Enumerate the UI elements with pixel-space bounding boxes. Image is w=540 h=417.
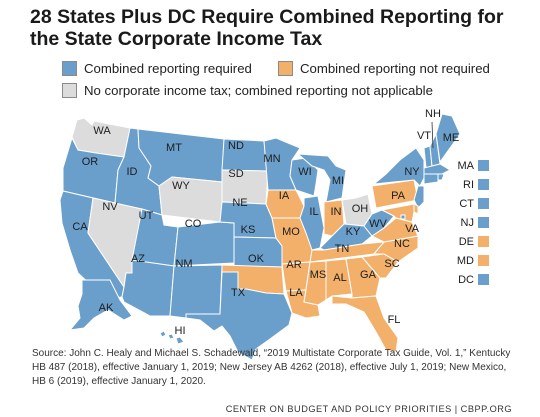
label-KS: KS xyxy=(241,224,256,236)
label-VA: VA xyxy=(405,223,420,235)
label-ME: ME xyxy=(443,132,460,144)
label-IN: IN xyxy=(331,206,342,218)
legend-label-no-tax: No corporate income tax; combined report… xyxy=(84,83,433,98)
state-NJ xyxy=(413,185,425,209)
label-DC: DC xyxy=(458,274,474,286)
label-NY: NY xyxy=(404,166,420,178)
label-NC: NC xyxy=(394,238,410,250)
label-ND: ND xyxy=(228,140,244,152)
label-OR: OR xyxy=(82,156,99,168)
legend-item-not-required: Combined reporting not required xyxy=(278,61,490,76)
nh-leader-line xyxy=(431,121,434,149)
label-MI: MI xyxy=(332,175,344,187)
state-MI xyxy=(296,153,347,203)
swatch-NJ xyxy=(478,217,489,228)
label-IL: IL xyxy=(309,206,318,218)
label-FL: FL xyxy=(388,314,401,326)
legend-item-required: Combined reporting required xyxy=(62,61,252,76)
label-MO: MO xyxy=(282,226,300,238)
label-HI: HI xyxy=(175,325,186,337)
state-shapes xyxy=(59,113,461,361)
state-MA xyxy=(423,163,452,175)
label-AK: AK xyxy=(99,302,114,314)
label-NV: NV xyxy=(102,201,118,213)
state-DE xyxy=(413,203,419,215)
label-SC: SC xyxy=(384,258,399,270)
state-TX xyxy=(185,271,293,361)
label-SD: SD xyxy=(228,168,243,180)
label-NJ: NJ xyxy=(461,217,474,229)
label-MD: MD xyxy=(457,255,474,267)
swatch-CT xyxy=(478,198,489,209)
label-KY: KY xyxy=(346,226,361,238)
footer-credit: CENTER ON BUDGET AND POLICY PRIORITIES |… xyxy=(0,404,540,414)
legend-label-required: Combined reporting required xyxy=(84,61,252,76)
label-LA: LA xyxy=(289,287,303,299)
label-CO: CO xyxy=(185,218,202,230)
label-MT: MT xyxy=(166,142,182,154)
label-OK: OK xyxy=(248,253,265,265)
label-TN: TN xyxy=(335,243,350,255)
state-ME xyxy=(435,113,461,164)
label-CT: CT xyxy=(459,198,474,210)
state-MD xyxy=(380,203,415,223)
label-RI: RI xyxy=(463,179,474,191)
state-NY xyxy=(372,147,425,187)
label-UT: UT xyxy=(139,210,154,222)
state-WY xyxy=(158,176,223,223)
legend-swatch-not-required xyxy=(278,61,293,76)
swatch-DC xyxy=(478,274,489,285)
swatch-MA xyxy=(478,160,489,171)
label-WV: WV xyxy=(369,218,387,230)
label-GA: GA xyxy=(360,269,377,281)
label-MS: MS xyxy=(310,269,327,281)
label-ID: ID xyxy=(127,166,138,178)
state-AL xyxy=(325,258,353,301)
state-FL xyxy=(331,295,399,353)
label-IA: IA xyxy=(279,190,290,202)
legend-item-no-tax: No corporate income tax; combined report… xyxy=(62,83,433,98)
swatch-DE xyxy=(478,236,489,247)
legend-swatch-required xyxy=(62,61,77,76)
label-WY: WY xyxy=(172,180,190,192)
state-NM xyxy=(169,264,223,319)
label-MN: MN xyxy=(263,153,280,165)
source-note: Source: John C. Healy and Michael S. Sch… xyxy=(32,348,511,387)
label-AL: AL xyxy=(333,272,346,284)
label-NE: NE xyxy=(232,197,247,209)
map-title: 28 States Plus DC Require Combined Repor… xyxy=(30,6,504,50)
label-NH: NH xyxy=(425,108,441,120)
state-RI xyxy=(437,173,445,181)
legend-label-not-required: Combined reporting not required xyxy=(300,61,490,76)
state-CT xyxy=(423,173,439,185)
label-PA: PA xyxy=(391,190,406,202)
state-DC xyxy=(400,214,406,220)
state-AK xyxy=(68,279,133,331)
label-WA: WA xyxy=(93,125,111,137)
label-CA: CA xyxy=(72,221,88,233)
legend-swatch-no-tax xyxy=(62,83,77,98)
swatch-MD xyxy=(478,255,489,266)
state-HI xyxy=(159,330,185,345)
label-AR: AR xyxy=(286,259,301,271)
state-labels: WA OR CA NV ID MT WY UT AZ CO NM ND SD N… xyxy=(72,108,474,337)
label-VT: VT xyxy=(417,130,431,142)
label-DE: DE xyxy=(459,236,474,248)
label-NM: NM xyxy=(175,258,192,270)
footer-text: CENTER ON BUDGET AND POLICY PRIORITIES |… xyxy=(225,404,512,414)
swatch-RI xyxy=(478,179,489,190)
label-WI: WI xyxy=(298,166,311,178)
label-OH: OH xyxy=(352,203,369,215)
label-MA: MA xyxy=(458,160,475,172)
label-TX: TX xyxy=(231,287,246,299)
label-AZ: AZ xyxy=(131,253,145,265)
east-coast-swatches xyxy=(478,160,489,285)
